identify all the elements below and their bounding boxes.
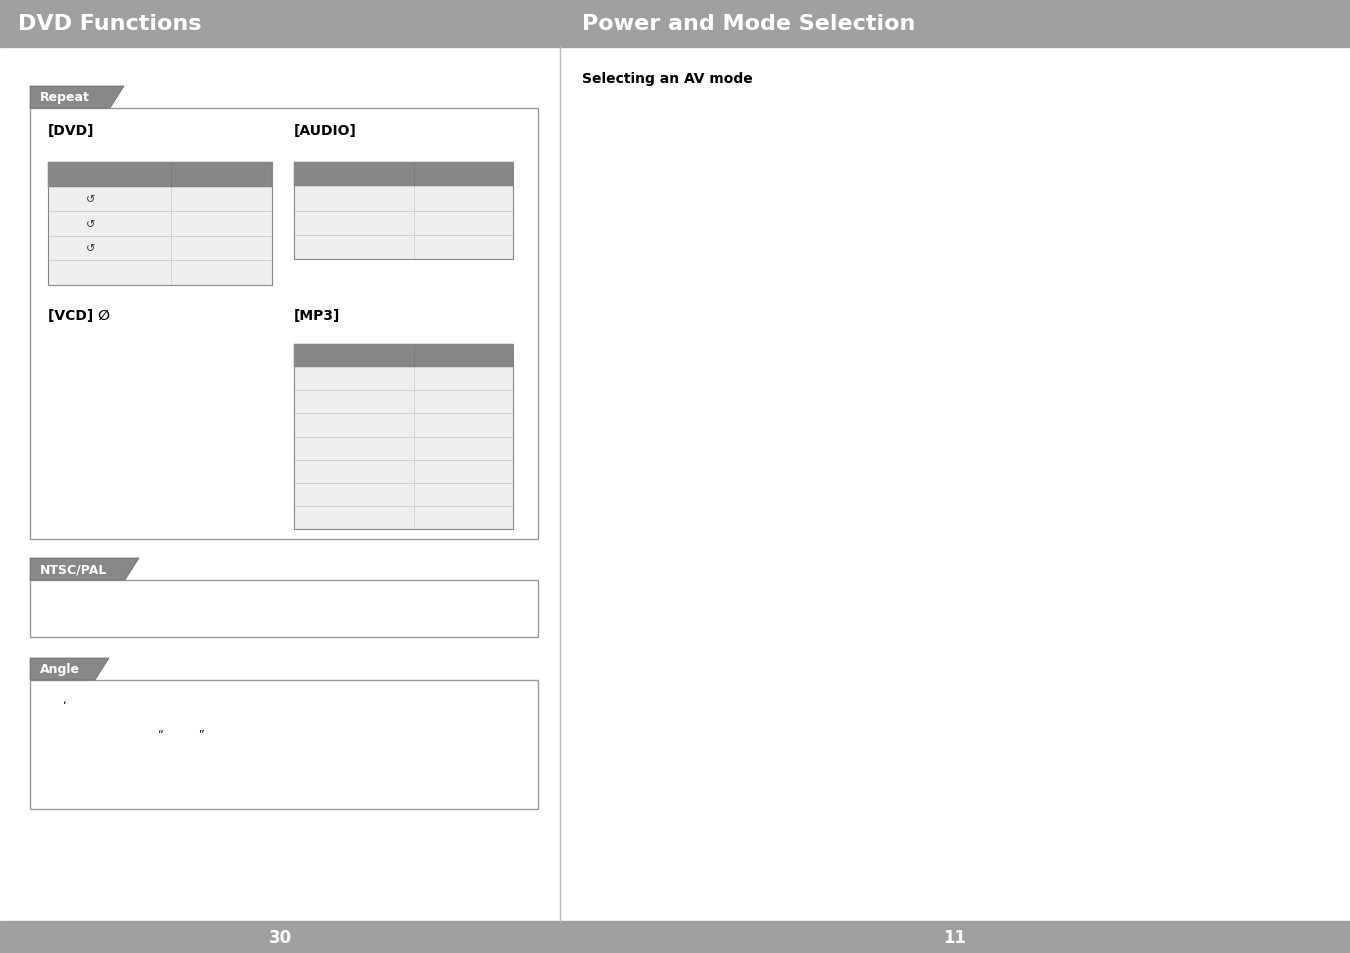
Bar xyxy=(560,0,1350,48)
Bar xyxy=(49,163,271,286)
Bar xyxy=(294,437,513,460)
Text: ↺: ↺ xyxy=(86,194,96,205)
Bar xyxy=(294,391,513,414)
Bar xyxy=(294,163,513,260)
Bar xyxy=(294,414,513,437)
Bar xyxy=(294,212,513,235)
Text: Selecting an AV mode: Selecting an AV mode xyxy=(582,71,753,86)
Text: [AUDIO]: [AUDIO] xyxy=(294,124,356,138)
Text: [VCD] ∅: [VCD] ∅ xyxy=(49,309,109,323)
Bar xyxy=(49,212,271,236)
Bar xyxy=(0,0,560,48)
Text: ↺: ↺ xyxy=(86,219,96,230)
Text: Angle: Angle xyxy=(40,662,80,676)
Polygon shape xyxy=(30,659,109,680)
Bar xyxy=(294,506,513,530)
Text: DVD Functions: DVD Functions xyxy=(18,14,201,34)
Bar xyxy=(294,163,513,187)
Bar xyxy=(49,163,271,188)
Bar xyxy=(294,235,513,260)
Bar xyxy=(294,187,513,212)
Text: 11: 11 xyxy=(944,928,967,946)
Text: [MP3]: [MP3] xyxy=(294,309,340,323)
Bar xyxy=(0,921,560,953)
Bar xyxy=(294,483,513,506)
Polygon shape xyxy=(30,87,124,109)
Bar xyxy=(30,680,539,809)
Text: NTSC/PAL: NTSC/PAL xyxy=(40,563,108,576)
Bar xyxy=(560,921,1350,953)
Bar xyxy=(294,345,513,530)
Bar xyxy=(30,109,539,539)
Bar xyxy=(294,368,513,391)
Text: Repeat: Repeat xyxy=(40,91,90,105)
Text: [DVD]: [DVD] xyxy=(49,124,94,138)
Bar xyxy=(49,261,271,286)
Bar xyxy=(294,460,513,483)
Text: Power and Mode Selection: Power and Mode Selection xyxy=(582,14,915,34)
Text: ↺: ↺ xyxy=(86,244,96,253)
Text: 30: 30 xyxy=(269,928,292,946)
Text: ‘: ‘ xyxy=(63,700,66,709)
Bar xyxy=(49,236,271,261)
Bar xyxy=(49,188,271,212)
Text: “          ”: “ ” xyxy=(158,729,205,740)
Bar xyxy=(30,580,539,638)
Bar xyxy=(294,345,513,368)
Polygon shape xyxy=(30,558,139,580)
